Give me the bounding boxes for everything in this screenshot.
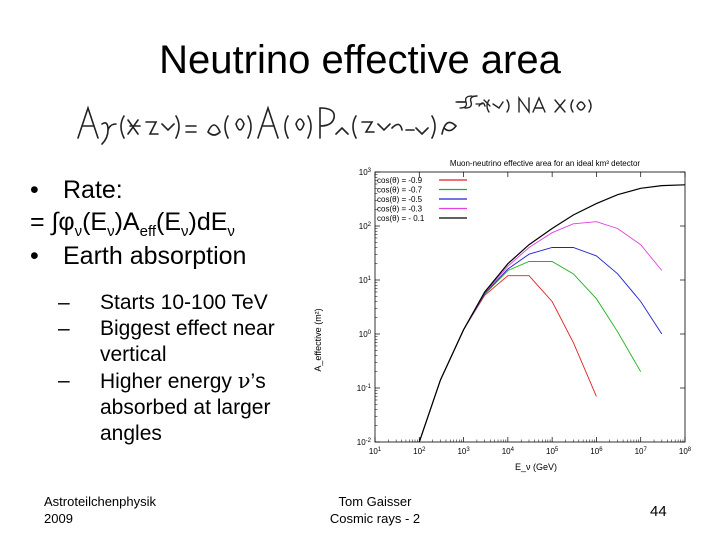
formula-sub: ν <box>181 222 189 240</box>
page-number: 44 <box>650 503 667 520</box>
plot-frame <box>374 171 686 443</box>
effective-area-chart: A_effective (m²) Muon-neutrino effective… <box>313 159 692 472</box>
dash: – <box>58 369 70 393</box>
y-tick-label: 10-1 <box>357 384 372 393</box>
formula-part: )A <box>114 207 140 236</box>
legend-label: cos(θ) = -0.3 <box>377 205 423 214</box>
subbullet-text: Biggest effect near vertical <box>100 317 275 367</box>
y-tick-label: 103 <box>359 168 372 177</box>
footer-author-name: Tom Gaisser <box>338 494 412 509</box>
rate-formula: = ∫φν(Eν)Aeff(Eν)dEν <box>30 207 330 242</box>
formula-part: (E <box>156 207 182 236</box>
x-tick-label: 105 <box>546 447 559 456</box>
bullet-text: Rate: <box>63 176 123 204</box>
formula-prefix: = ∫φ <box>30 207 75 236</box>
x-tick-label: 102 <box>413 447 426 456</box>
subbullet-item: – Higher energy ν’s absorbed at larger a… <box>58 368 318 447</box>
x-tick-label: 108 <box>679 447 692 456</box>
legend-label: cos(θ) = -0.7 <box>377 186 423 195</box>
footer-lecture: Cosmic rays - 2 <box>329 510 421 526</box>
y-tick-label: 101 <box>359 276 372 285</box>
subbullet-pre: Higher energy <box>100 370 238 394</box>
bullet-dot: • <box>30 242 39 271</box>
chart-title: Muon-neutrino effective area for an idea… <box>450 159 641 168</box>
formula-sub: eff <box>139 222 157 240</box>
handwritten-formula <box>77 95 491 145</box>
footer-year: 2009 <box>44 510 73 526</box>
legend-label: cos(θ) = -0.9 <box>377 176 423 185</box>
subbullet-item: – Biggest effect near vertical <box>58 316 318 368</box>
subbullet-greek: ν <box>237 369 251 394</box>
y-axis-title: A_effective (m²) <box>313 308 323 371</box>
bullet-earth-absorption: • Earth absorption <box>30 241 330 273</box>
footer-course-name: Astroteilchenphysik <box>44 494 156 509</box>
y-tick-label: 100 <box>359 330 372 339</box>
x-axis-title: E_ν (GeV) <box>515 462 557 472</box>
series-line <box>418 221 663 442</box>
formula-sub: ν <box>74 222 83 240</box>
formula-part: )dE <box>188 207 228 236</box>
legend-label: cos(θ) = - 0.1 <box>377 214 425 223</box>
bullet-rate: • Rate: <box>30 175 330 207</box>
dash: – <box>58 317 70 341</box>
bullet-dot: • <box>30 176 39 204</box>
footer-author: Tom Gaisser Cosmic rays - 2 <box>300 494 450 528</box>
x-tick-label: 106 <box>590 447 603 456</box>
formula-part: (E <box>82 207 108 236</box>
formula-sub: ν <box>227 222 235 240</box>
footer-course: Astroteilchenphysik 2009 <box>44 494 156 528</box>
x-tick-label: 101 <box>369 447 382 456</box>
dash: – <box>58 291 70 314</box>
subbullet-item: – Starts 10-100 TeV <box>58 290 318 316</box>
bullet-list: • Rate: = ∫φν(Eν)Aeff(Eν)dEν • Earth abs… <box>30 175 330 273</box>
legend-label: cos(θ) = -0.5 <box>377 195 423 204</box>
handwritten-exponent <box>456 95 592 115</box>
bullet-text: Earth absorption <box>63 242 247 271</box>
y-axis-title-text: A_effective (m²) <box>313 308 323 371</box>
subbullet-post: ’s absorbed at larger angles <box>100 370 271 446</box>
x-tick-label: 104 <box>502 447 515 456</box>
x-tick-label: 107 <box>635 447 648 456</box>
subbullet-list: – Starts 10-100 TeV – Biggest effect nea… <box>58 290 318 447</box>
slide-title: Neutrino effective area <box>159 38 561 82</box>
series-line <box>418 184 685 442</box>
series-line <box>418 261 642 442</box>
x-tick-label: 103 <box>457 447 470 456</box>
y-tick-label: 102 <box>359 222 372 231</box>
formula-sub: ν <box>107 222 115 240</box>
subbullet-text: Starts 10-100 TeV <box>100 291 268 314</box>
y-tick-label: 10-2 <box>357 438 372 447</box>
series-line <box>418 275 597 442</box>
